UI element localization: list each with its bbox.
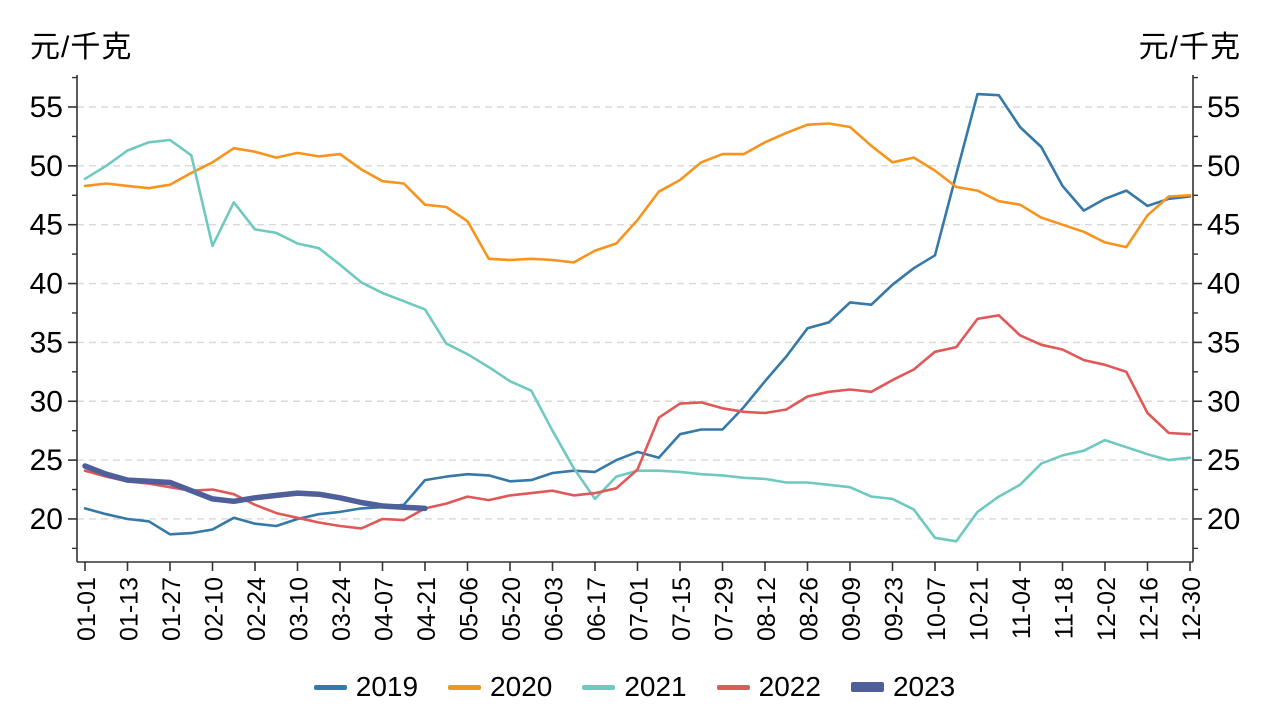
- x-tick-label-03-24: 03-24: [328, 577, 356, 641]
- y-tick-label-right-45: 45: [1207, 209, 1240, 242]
- y-axis-title-right: 元/千克: [1138, 31, 1241, 64]
- series-line-2021: [83, 138, 1192, 543]
- legend-swatch-2020: [448, 684, 482, 690]
- series-line-2019: [83, 92, 1192, 536]
- legend-swatch-2023: [850, 682, 884, 692]
- x-tick-label-01-13: 01-13: [116, 577, 144, 641]
- x-tick-label-04-21: 04-21: [413, 577, 441, 641]
- series-line-2020: [83, 122, 1192, 264]
- x-tick-label-12-30: 12-30: [1178, 577, 1206, 641]
- x-tick-label-10-07: 10-07: [923, 577, 951, 641]
- y-axis-title-left: 元/千克: [30, 31, 133, 64]
- y-tick-label-right-35: 35: [1207, 326, 1240, 359]
- legend-item-2023: 2023: [850, 671, 956, 702]
- legend-swatch-2019: [313, 684, 347, 690]
- y-tick-label-right-40: 40: [1207, 268, 1240, 301]
- legend-label-2021: 2021: [624, 671, 687, 702]
- y-tick-label-right-30: 30: [1207, 385, 1240, 418]
- y-tick-label-right-20: 20: [1207, 503, 1240, 536]
- x-tick-label-02-10: 02-10: [201, 577, 229, 641]
- y-tick-label-left-45: 45: [30, 209, 63, 242]
- legend-label-2023: 2023: [892, 671, 956, 702]
- y-tick-label-right-25: 25: [1207, 444, 1240, 477]
- x-tick-label-11-04: 11-04: [1008, 577, 1036, 639]
- x-tick-label-08-26: 08-26: [796, 577, 824, 641]
- x-tick-label-12-02: 12-02: [1093, 577, 1121, 641]
- legend-item-2019: 2019: [313, 671, 419, 702]
- y-tick-label-left-30: 30: [30, 385, 63, 418]
- x-tick-label-05-06: 05-06: [456, 577, 484, 641]
- x-tick-label-02-24: 02-24: [243, 577, 271, 641]
- x-tick-label-07-29: 07-29: [711, 577, 739, 641]
- x-tick-label-10-21: 10-21: [966, 577, 994, 641]
- y-tick-label-left-55: 55: [30, 91, 63, 124]
- legend-label-2022: 2022: [758, 671, 821, 702]
- y-tick-label-left-20: 20: [30, 503, 63, 536]
- y-tick-label-left-35: 35: [30, 326, 63, 359]
- x-tick-label-09-09: 09-09: [838, 577, 866, 641]
- y-tick-label-right-50: 50: [1207, 150, 1240, 183]
- x-tick-label-06-03: 06-03: [541, 577, 569, 641]
- legend-item-2021: 2021: [582, 671, 687, 702]
- x-tick-label-07-15: 07-15: [668, 577, 696, 641]
- x-tick-label-03-10: 03-10: [286, 577, 314, 641]
- x-tick-label-05-20: 05-20: [498, 577, 526, 641]
- x-tick-label-01-27: 01-27: [158, 577, 186, 641]
- x-tick-label-12-16: 12-16: [1136, 577, 1164, 641]
- legend-item-2022: 2022: [716, 671, 821, 702]
- x-tick-label-06-17: 06-17: [583, 577, 611, 641]
- x-tick-label-08-12: 08-12: [753, 577, 781, 641]
- x-tick-label-09-23: 09-23: [881, 577, 909, 641]
- series-line-2022: [83, 313, 1192, 530]
- x-tick-label-07-01: 07-01: [626, 577, 654, 641]
- legend: 2019 2020 2021 2022 2023: [0, 667, 1269, 707]
- legend-swatch-2021: [582, 684, 616, 690]
- y-tick-label-right-55: 55: [1207, 91, 1240, 124]
- series-line-2023: [82, 463, 428, 512]
- y-tick-label-left-40: 40: [30, 268, 63, 301]
- legend-label-2020: 2020: [490, 671, 553, 702]
- legend-swatch-2022: [716, 684, 750, 690]
- x-tick-label-04-07: 04-07: [371, 577, 399, 641]
- y-tick-label-left-50: 50: [30, 150, 63, 183]
- legend-label-2019: 2019: [355, 671, 419, 702]
- x-tick-label-11-18: 11-18: [1051, 577, 1079, 639]
- y-tick-label-left-25: 25: [30, 444, 63, 477]
- x-tick-label-01-01: 01-01: [73, 577, 101, 641]
- legend-item-2020: 2020: [448, 673, 552, 701]
